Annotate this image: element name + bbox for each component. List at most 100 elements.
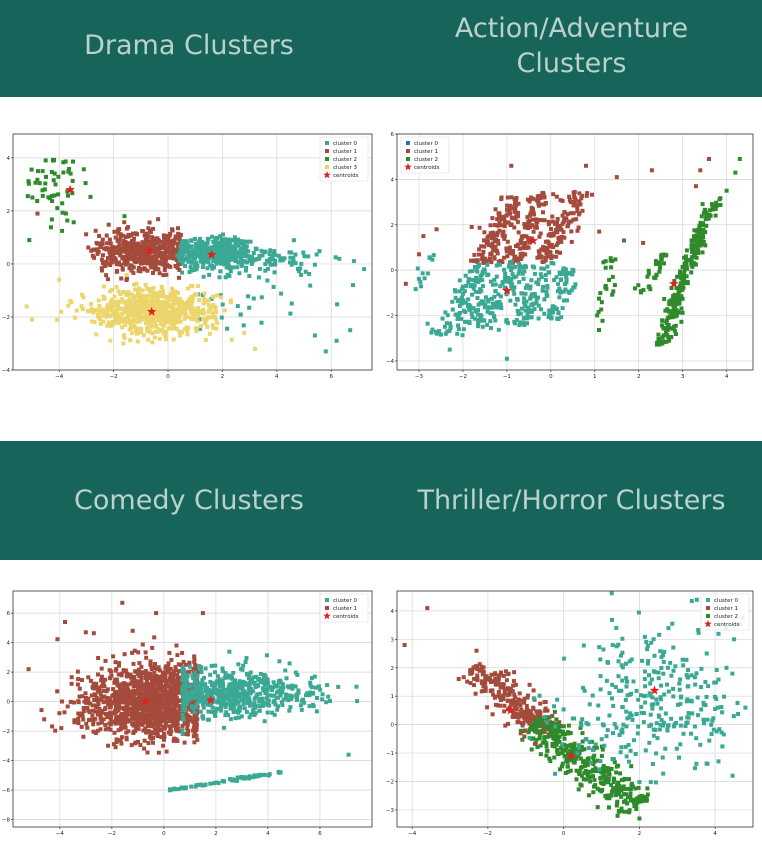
data-point: [265, 693, 270, 698]
data-point: [135, 679, 139, 684]
data-point: [252, 700, 257, 705]
data-point: [99, 720, 104, 725]
data-point: [676, 297, 681, 302]
data-point: [116, 227, 121, 232]
data-point: [239, 263, 244, 268]
y-tick-label: 4: [7, 156, 11, 162]
data-point: [278, 680, 283, 685]
data-point: [223, 252, 228, 257]
data-point: [157, 311, 162, 316]
data-point: [247, 682, 252, 686]
data-point: [562, 218, 567, 223]
data-point: [202, 297, 207, 302]
data-point: [574, 217, 579, 222]
data-point: [166, 315, 170, 320]
data-point: [600, 318, 605, 323]
data-point: [141, 260, 146, 265]
data-point: [129, 675, 134, 680]
data-point: [140, 244, 145, 249]
data-point: [120, 600, 125, 605]
data-point: [171, 289, 176, 294]
data-point: [190, 298, 195, 303]
data-point: [286, 698, 291, 703]
data-point: [244, 656, 249, 660]
data-point: [298, 266, 303, 271]
data-point: [552, 278, 557, 282]
data-point: [82, 699, 87, 704]
data-point: [267, 703, 272, 708]
data-point: [509, 260, 514, 264]
data-point: [542, 297, 547, 302]
data-point: [472, 258, 477, 263]
data-point: [485, 273, 490, 278]
data-point: [63, 159, 68, 164]
data-point: [575, 205, 580, 210]
data-point: [131, 703, 136, 708]
data-point: [563, 267, 568, 272]
data-point: [670, 326, 675, 331]
data-point: [536, 277, 541, 282]
data-point: [326, 694, 331, 699]
data-point: [93, 228, 98, 233]
data-point: [188, 701, 193, 706]
data-point: [166, 295, 171, 300]
y-tick-label: 2: [391, 223, 395, 229]
data-point: [677, 288, 682, 293]
data-point: [106, 743, 111, 748]
data-point: [109, 719, 114, 724]
data-point: [258, 691, 263, 696]
data-point: [166, 661, 171, 666]
data-point: [504, 249, 509, 254]
data-point: [135, 319, 140, 324]
data-point: [123, 693, 128, 698]
data-point: [163, 333, 168, 338]
data-point: [682, 280, 687, 285]
data-point: [530, 308, 535, 313]
data-point: [171, 689, 176, 694]
data-point: [351, 283, 355, 288]
data-point: [288, 696, 293, 701]
data-point: [200, 699, 205, 704]
data-point: [154, 329, 159, 334]
data-point: [214, 687, 219, 692]
data-point: [597, 328, 601, 332]
data-point: [684, 264, 689, 269]
data-point: [136, 302, 141, 307]
data-point: [693, 184, 698, 189]
data-point: [218, 293, 223, 298]
data-point: [692, 237, 697, 242]
data-point: [493, 289, 498, 294]
data-point: [514, 212, 519, 217]
data-point: [549, 315, 554, 320]
data-point: [132, 648, 137, 653]
data-point: [724, 188, 729, 193]
data-point: [81, 734, 86, 739]
data-point: [675, 309, 680, 314]
data-point: [157, 706, 162, 711]
data-point: [91, 722, 96, 727]
data-point: [508, 250, 513, 255]
data-point: [136, 308, 140, 313]
data-point: [348, 328, 353, 333]
data-point: [489, 251, 494, 256]
data-point: [151, 682, 156, 687]
data-point: [136, 330, 141, 335]
data-point: [525, 215, 530, 220]
data-point: [461, 327, 466, 332]
data-point: [119, 671, 124, 676]
data-point: [532, 292, 537, 296]
data-point: [523, 291, 528, 296]
data-point: [96, 672, 100, 677]
data-point: [200, 783, 205, 788]
data-point: [232, 687, 237, 692]
data-point: [525, 321, 529, 326]
data-point: [516, 312, 521, 317]
data-point: [530, 217, 535, 222]
data-point: [135, 312, 140, 317]
data-point: [461, 284, 465, 289]
data-point: [214, 706, 219, 711]
data-point: [134, 256, 139, 261]
data-point: [489, 235, 494, 240]
data-point: [177, 275, 181, 280]
data-point: [213, 663, 218, 668]
